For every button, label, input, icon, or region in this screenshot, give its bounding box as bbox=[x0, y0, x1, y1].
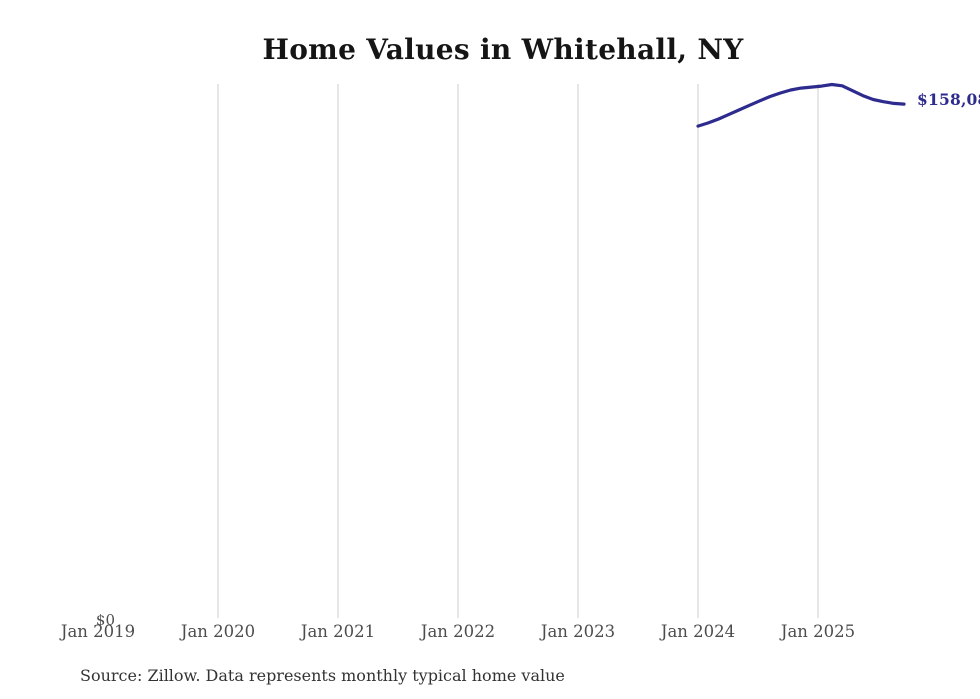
gridlines bbox=[217, 84, 819, 618]
x-tick-label: Jan 2023 bbox=[540, 622, 616, 641]
x-tick-label: Jan 2021 bbox=[300, 622, 376, 641]
x-tick-label: Jan 2024 bbox=[660, 622, 736, 641]
latest-value-label: $158,08 bbox=[917, 90, 980, 109]
source-note: Source: Zillow. Data represents monthly … bbox=[80, 666, 565, 685]
x-tick-label: Jan 2025 bbox=[780, 622, 856, 641]
x-tick-label: Jan 2019 bbox=[60, 622, 136, 641]
x-tick-label: Jan 2022 bbox=[420, 622, 496, 641]
x-axis: Jan 2019 Jan 2020 Jan 2021 Jan 2022 Jan 2023… bbox=[0, 622, 980, 646]
home-value-line bbox=[696, 82, 906, 128]
chart-title: Home Values in Whitehall, NY bbox=[262, 33, 744, 66]
x-tick-label: Jan 2020 bbox=[180, 622, 256, 641]
y-axis-zero-label: $0 bbox=[95, 611, 115, 629]
